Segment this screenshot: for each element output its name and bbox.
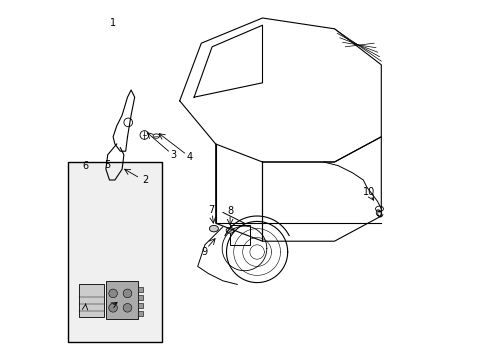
- Text: 9: 9: [201, 247, 207, 257]
- Circle shape: [123, 289, 132, 298]
- Text: 7: 7: [208, 204, 214, 215]
- Bar: [230, 225, 249, 245]
- Circle shape: [108, 289, 117, 298]
- Text: 4: 4: [186, 152, 192, 162]
- Text: 6: 6: [82, 161, 88, 171]
- Bar: [68, 162, 162, 342]
- Text: 10: 10: [362, 186, 374, 197]
- Circle shape: [108, 303, 117, 312]
- Text: 2: 2: [142, 175, 148, 185]
- Bar: [79, 284, 104, 317]
- Ellipse shape: [225, 228, 234, 233]
- Text: 8: 8: [226, 206, 233, 216]
- Circle shape: [123, 303, 132, 312]
- Bar: [138, 311, 142, 316]
- Bar: [138, 295, 142, 300]
- Ellipse shape: [209, 225, 218, 232]
- Text: 3: 3: [170, 150, 176, 160]
- Text: 5: 5: [104, 159, 111, 170]
- Bar: [138, 303, 142, 308]
- Text: 1: 1: [110, 18, 116, 28]
- Bar: [138, 287, 142, 292]
- Bar: [106, 281, 138, 319]
